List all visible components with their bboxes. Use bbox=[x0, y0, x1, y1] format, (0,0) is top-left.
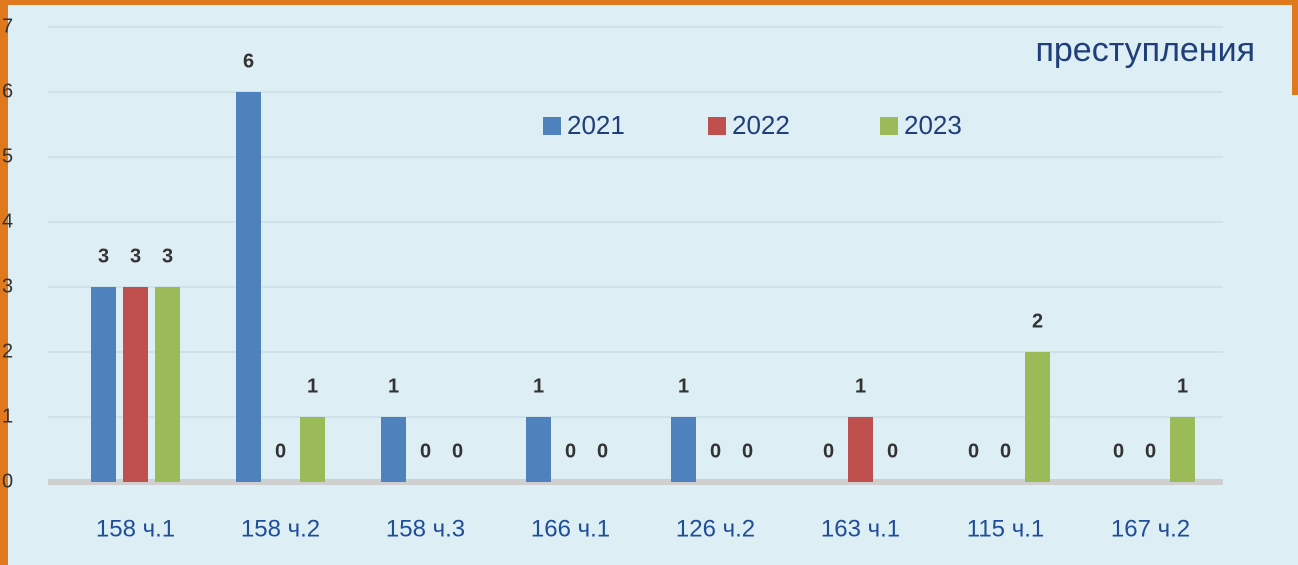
y-tick-label: 3 bbox=[2, 275, 13, 297]
x-tick-label: 158 ч.1 bbox=[96, 515, 175, 542]
y-tick-label: 5 bbox=[2, 145, 13, 167]
x-tick-label: 163 ч.1 bbox=[821, 515, 900, 542]
value-label: 0 bbox=[1000, 440, 1011, 462]
border-right bbox=[1292, 0, 1298, 95]
bar bbox=[526, 417, 551, 482]
value-label: 0 bbox=[968, 440, 979, 462]
value-label: 3 bbox=[162, 245, 173, 267]
value-label: 3 bbox=[98, 245, 109, 267]
value-label: 1 bbox=[533, 375, 544, 397]
x-tick-label: 115 ч.1 bbox=[967, 515, 1044, 542]
value-label: 2 bbox=[1032, 310, 1043, 332]
border-left bbox=[0, 0, 8, 565]
value-label: 0 bbox=[420, 440, 431, 462]
value-label: 0 bbox=[452, 440, 463, 462]
value-label: 0 bbox=[275, 440, 286, 462]
bar bbox=[671, 417, 696, 482]
value-label: 1 bbox=[855, 375, 866, 397]
bar bbox=[91, 287, 116, 482]
value-label: 1 bbox=[307, 375, 318, 397]
value-label: 1 bbox=[678, 375, 689, 397]
bar bbox=[1170, 417, 1195, 482]
chart-title: преступления bbox=[1035, 31, 1255, 69]
value-label: 1 bbox=[1177, 375, 1188, 397]
value-label: 0 bbox=[823, 440, 834, 462]
bar bbox=[300, 417, 325, 482]
value-label: 6 bbox=[243, 50, 254, 72]
legend-label: 2021 bbox=[567, 110, 625, 140]
bar bbox=[848, 417, 873, 482]
y-tick-label: 1 bbox=[2, 405, 13, 427]
bar bbox=[1025, 352, 1050, 482]
value-label: 0 bbox=[742, 440, 753, 462]
value-label: 0 bbox=[1145, 440, 1156, 462]
value-label: 1 bbox=[388, 375, 399, 397]
value-label: 0 bbox=[597, 440, 608, 462]
legend-label: 2023 bbox=[904, 110, 962, 140]
y-tick-label: 7 bbox=[2, 15, 13, 37]
bar bbox=[381, 417, 406, 482]
y-tick-label: 0 bbox=[2, 470, 13, 492]
value-label: 0 bbox=[565, 440, 576, 462]
y-tick-label: 4 bbox=[2, 210, 13, 232]
bar bbox=[236, 92, 261, 482]
value-label: 0 bbox=[710, 440, 721, 462]
value-label: 0 bbox=[1113, 440, 1124, 462]
y-tick-label: 6 bbox=[2, 80, 13, 102]
legend-swatch bbox=[880, 117, 898, 135]
legend-swatch bbox=[708, 117, 726, 135]
bar bbox=[123, 287, 148, 482]
legend-label: 2022 bbox=[732, 110, 790, 140]
value-label: 3 bbox=[130, 245, 141, 267]
x-tick-label: 158 ч.2 bbox=[241, 515, 320, 542]
bar bbox=[155, 287, 180, 482]
x-tick-label: 166 ч.1 bbox=[531, 515, 610, 542]
y-tick-label: 2 bbox=[2, 340, 13, 362]
x-tick-label: 126 ч.2 bbox=[676, 515, 755, 542]
x-tick-label: 158 ч.3 bbox=[386, 515, 465, 542]
x-tick-label: 167 ч.2 bbox=[1111, 515, 1190, 542]
border-top bbox=[0, 0, 1298, 5]
value-label: 0 bbox=[887, 440, 898, 462]
legend-swatch bbox=[543, 117, 561, 135]
